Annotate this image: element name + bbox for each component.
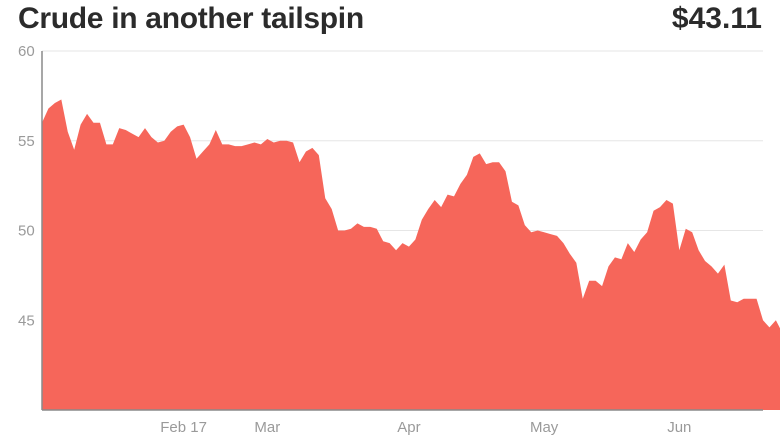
price-area-series [42, 99, 780, 410]
chart-title: Crude in another tailspin [18, 2, 364, 35]
x-tick-label: Apr [397, 419, 420, 436]
y-tick-label: 55 [18, 133, 35, 150]
x-tick-label: Mar [254, 419, 280, 436]
y-tick-label: 45 [18, 312, 35, 329]
y-tick-label: 50 [18, 223, 35, 240]
current-price: $43.11 [671, 2, 762, 35]
x-tick-label: May [530, 419, 559, 436]
y-tick-label: 60 [18, 43, 35, 60]
x-tick-label: Jun [667, 419, 691, 436]
x-tick-label: Feb 17 [160, 419, 207, 436]
